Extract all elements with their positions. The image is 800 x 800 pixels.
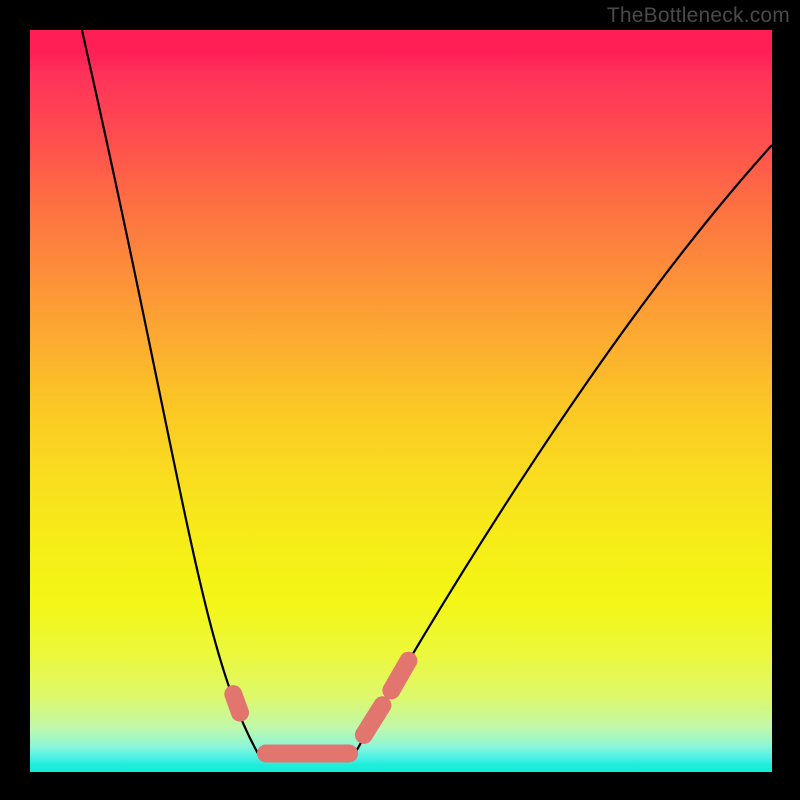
curve-markers: [233, 661, 408, 754]
watermark-text: TheBottleneck.com: [607, 4, 790, 28]
bottleneck-curve: [82, 30, 772, 757]
chart-curve-svg: [0, 0, 800, 800]
curve-marker: [233, 694, 240, 713]
curve-marker: [391, 661, 408, 691]
curve-marker: [364, 705, 383, 735]
